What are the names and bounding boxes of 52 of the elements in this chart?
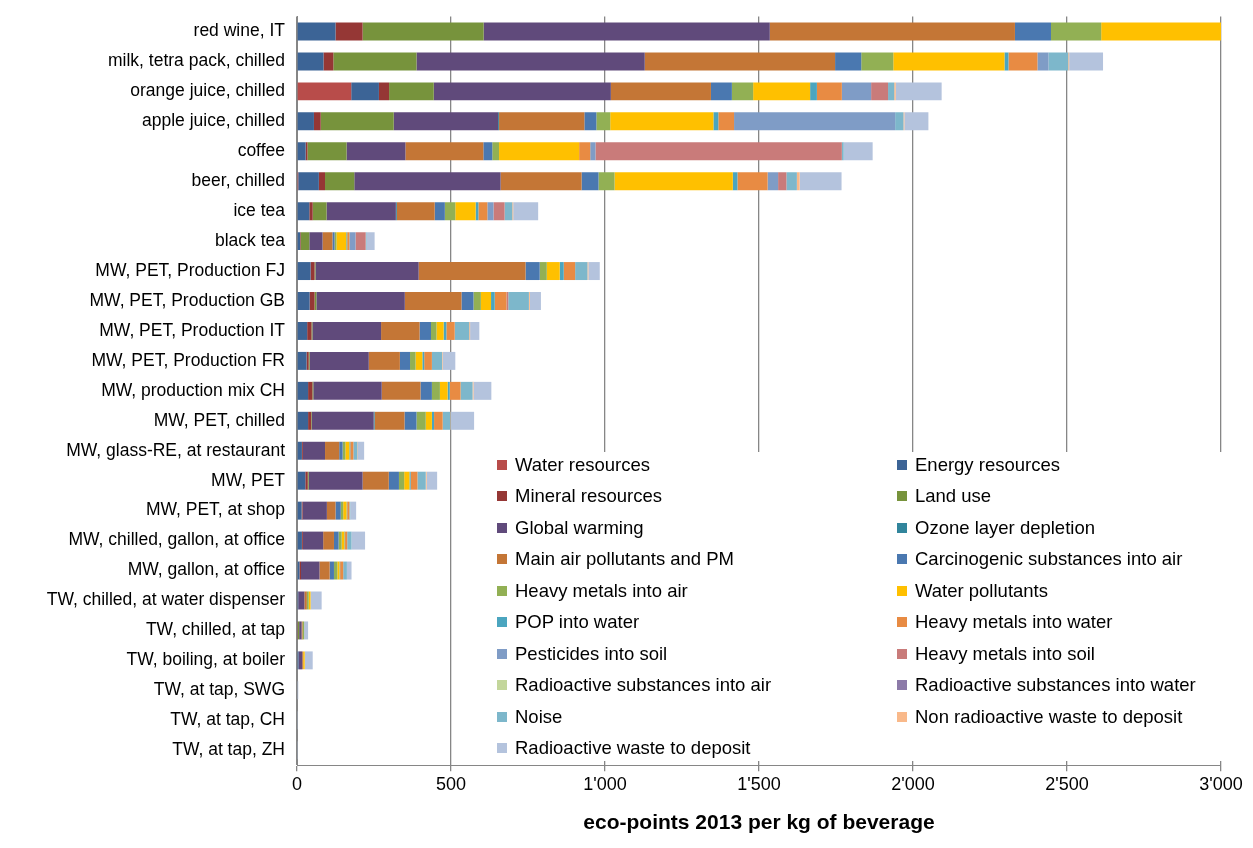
legend-label: POP into water xyxy=(515,611,640,634)
legend-label: Ozone layer depletion xyxy=(915,516,1095,539)
legend-label: Land use xyxy=(915,485,992,508)
y-tick-label: MW, PET, Production FR xyxy=(91,349,285,370)
y-tick-label: MW, PET, chilled xyxy=(153,409,285,430)
x-tick-label: 1'500 xyxy=(737,773,781,794)
y-tick-label: MW, chilled, gallon, at office xyxy=(68,529,285,550)
x-tick-label: 1'000 xyxy=(583,773,627,794)
x-tick-label: 2'000 xyxy=(891,773,935,794)
legend-label: Pesticides into soil xyxy=(515,642,668,665)
y-tick-label: beer, chilled xyxy=(191,170,285,191)
legend-label: Global warming xyxy=(515,516,644,539)
y-tick-label: TW, chilled, at tap xyxy=(145,619,285,640)
legend-label: Mineral resources xyxy=(515,485,663,508)
y-tick-label: TW, at tap, ZH xyxy=(172,739,285,760)
y-tick-label: TW, chilled, at water dispenser xyxy=(46,589,286,610)
legend-label: Energy resources xyxy=(915,453,1060,476)
y-tick-label: MW, PET, at shop xyxy=(145,499,285,520)
x-tick-label: 2'500 xyxy=(1045,773,1089,794)
legend-label: Water resources xyxy=(515,453,651,476)
y-tick-label: red wine, IT xyxy=(193,20,286,41)
legend-label: Heavy metals into soil xyxy=(915,642,1095,665)
y-tick-label: black tea xyxy=(214,229,286,250)
y-tick-label: apple juice, chilled xyxy=(141,110,285,131)
y-tick-label: MW, gallon, at office xyxy=(127,559,285,580)
y-tick-label: TW, at tap, SWG xyxy=(153,679,285,700)
legend-label: Radioactive substances into air xyxy=(515,674,772,697)
legend-label: Radioactive substances into water xyxy=(915,674,1196,697)
legend-label: Noise xyxy=(515,705,563,728)
legend-label: Non radioactive waste to deposit xyxy=(915,705,1183,728)
y-tick-label: milk, tetra pack, chilled xyxy=(107,50,285,71)
y-tick-label: MW, PET, Production FJ xyxy=(95,259,285,280)
legend-label: Water pollutants xyxy=(915,579,1048,602)
y-tick-label: TW, at tap, CH xyxy=(170,709,285,730)
legend-label: Radioactive waste to deposit xyxy=(515,737,751,760)
y-tick-label: MW, glass-RE, at restaurant xyxy=(66,439,286,460)
y-tick-label: TW, boiling, at boiler xyxy=(126,649,286,670)
x-tick-label: 500 xyxy=(435,773,467,794)
y-tick-label: MW, PET, Production IT xyxy=(99,319,286,340)
y-tick-label: MW, PET xyxy=(211,469,286,490)
x-tick-label: 3'000 xyxy=(1199,773,1243,794)
x-tick-label: 0 xyxy=(291,773,303,794)
y-tick-label: MW, PET, Production GB xyxy=(89,289,285,310)
legend-label: Heavy metals into air xyxy=(515,579,688,602)
legend-label: Carcinogenic substances into air xyxy=(915,548,1183,571)
x-axis-title: eco-points 2013 per kg of beverage xyxy=(583,810,935,834)
legend-label: Main air pollutants and PM xyxy=(515,548,735,571)
y-tick-label: coffee xyxy=(237,140,285,161)
legend-label: Heavy metals into water xyxy=(915,611,1113,634)
y-tick-label: ice tea xyxy=(233,199,286,220)
y-tick-label: MW, production mix CH xyxy=(101,379,285,400)
y-tick-label: orange juice, chilled xyxy=(130,80,285,101)
